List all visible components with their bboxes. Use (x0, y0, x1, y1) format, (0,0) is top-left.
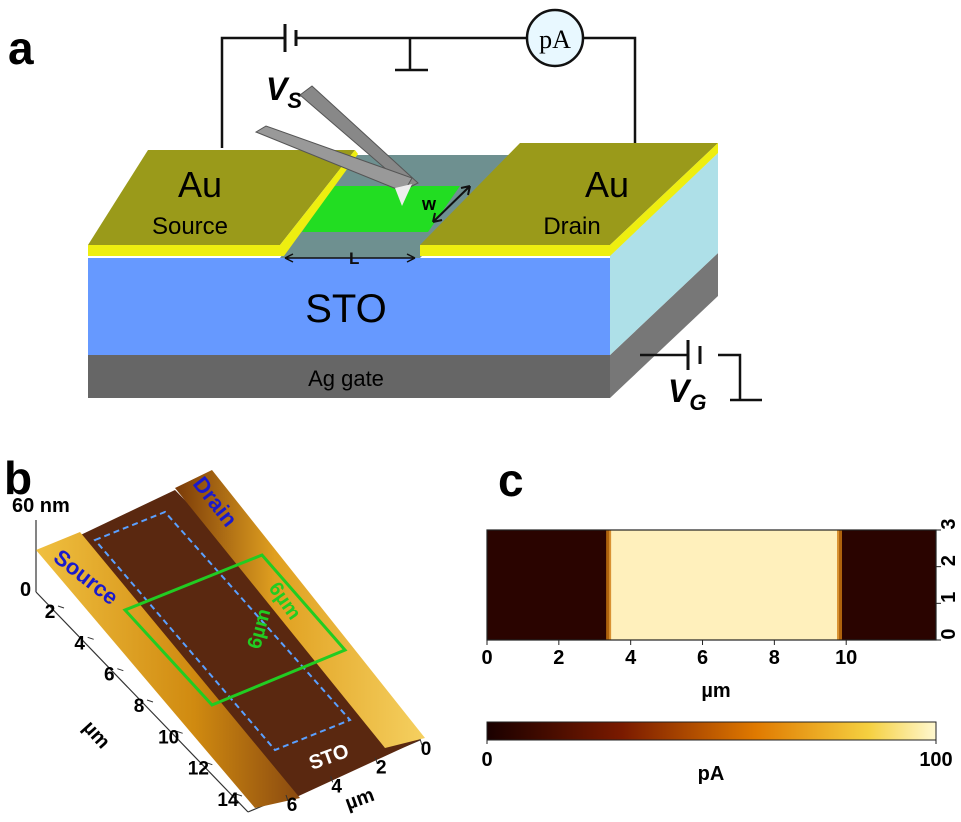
x-tick (117, 669, 123, 671)
panel-label: a (8, 22, 34, 74)
ground (395, 38, 428, 70)
bright-region (609, 530, 839, 640)
y-tick-label: 1 (938, 592, 960, 603)
y-tick-label: 4 (331, 776, 342, 797)
panel-b: b 60 nm 0 Source Drain 6µm 6µm STO µm µm… (4, 452, 431, 816)
y-tick-label: 2 (376, 758, 387, 779)
left-role: Source (152, 213, 228, 240)
panel-a: a pA VS w L Au Source (8, 10, 762, 415)
colorbar-tick-label: 100 (919, 749, 952, 771)
x-tick-label: 6 (104, 665, 115, 686)
gate-voltage: VG (668, 373, 706, 415)
x-tick-label: 12 (188, 759, 209, 780)
y-tick-label: 0 (938, 628, 960, 639)
y-tick-label: 0 (421, 739, 432, 760)
right-role: Drain (543, 213, 600, 240)
x-tick-label: 10 (835, 647, 857, 669)
x-tick-label: 10 (158, 727, 179, 748)
x-tick-label: 2 (45, 602, 56, 623)
x-tick-label: 4 (625, 647, 637, 669)
x-tick-label: 2 (553, 647, 564, 669)
source-voltage: VS (266, 71, 302, 113)
x-tick-label: 6 (697, 647, 708, 669)
x-tick (147, 700, 153, 702)
panel-label: c (498, 454, 524, 506)
edge (606, 530, 611, 640)
x-tick-label: 8 (134, 696, 145, 717)
x-tick-label: 0 (481, 647, 492, 669)
y-tick-label: 3 (938, 518, 960, 529)
page: {"panel_a": {"label": "a", "source_volta… (0, 0, 961, 822)
x-tick (88, 637, 94, 639)
colorbar-tick-label: 0 (481, 749, 492, 771)
z-zero: 0 (20, 579, 31, 601)
edge (837, 530, 842, 640)
length-label: L (349, 249, 359, 268)
right-pad-edge (420, 245, 610, 256)
x-tick-label: 14 (217, 790, 239, 811)
sub: S (287, 88, 302, 113)
sub: G (689, 390, 706, 415)
colorbar-label: pA (698, 763, 725, 785)
colorbar (487, 722, 936, 740)
y-tick-label: 6 (287, 795, 298, 816)
figure: a pA VS w L Au Source (0, 0, 961, 822)
right-electrode: Au (585, 164, 629, 205)
y-unit: µm (342, 784, 377, 815)
x-axis-label: µm (701, 680, 730, 702)
y-tick-label: 2 (938, 555, 960, 566)
left-pad-edge (88, 245, 280, 256)
x-tick-label: 4 (74, 633, 85, 654)
x-tick-label: 8 (769, 647, 780, 669)
substrate-label: STO (305, 287, 387, 331)
left-electrode: Au (178, 164, 222, 205)
gate-label: Ag gate (308, 366, 384, 391)
x-unit: µm (78, 717, 114, 754)
z-top: 60 nm (12, 495, 70, 517)
x-tick (58, 606, 64, 608)
width-label: w (421, 194, 437, 214)
ammeter-label: pA (539, 25, 571, 54)
